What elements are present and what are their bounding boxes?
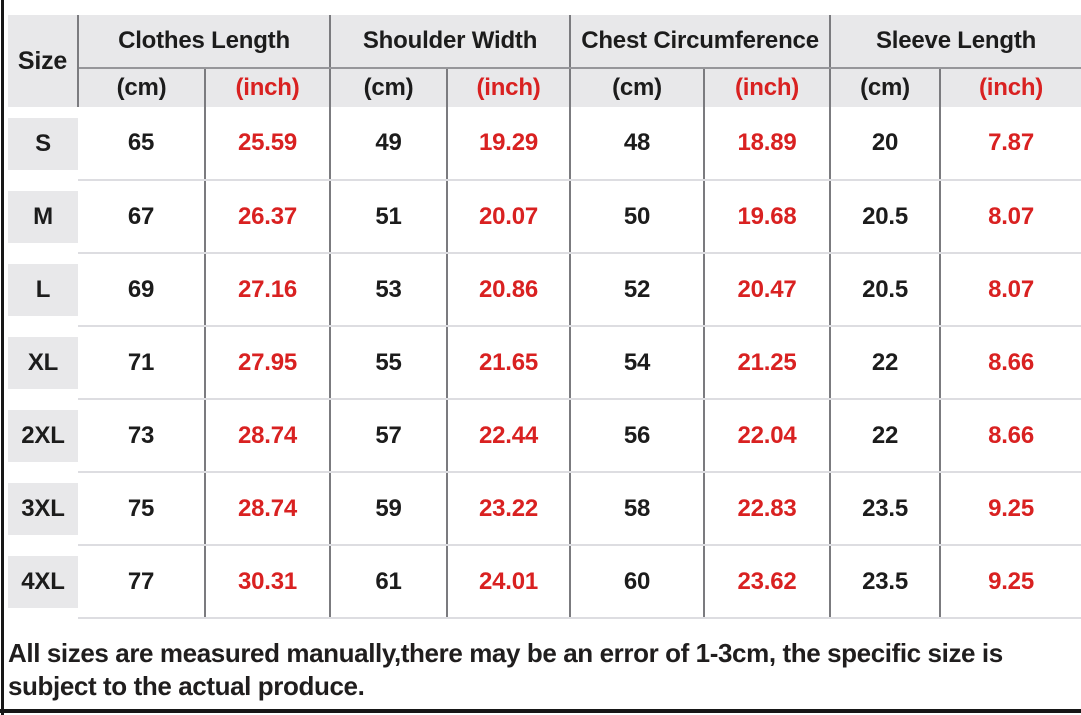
cell-clothes-length-cm: 65 <box>78 107 205 181</box>
size-label: 3XL <box>8 482 78 535</box>
cell-chest-circumference-cm: 60 <box>569 545 705 619</box>
cell-shoulder-width-cm: 59 <box>329 472 448 546</box>
group-header-clothes-length: Clothes Length <box>78 15 331 69</box>
cell-sleeve-length-inch: 9.25 <box>939 472 1081 546</box>
cell-chest-circumference-cm: 52 <box>569 253 705 327</box>
cell-shoulder-width-cm: 55 <box>329 326 448 400</box>
unit-clothes-length-inch: (inch) <box>203 68 331 107</box>
cell-clothes-length-inch: 26.37 <box>203 180 331 254</box>
cell-shoulder-width-inch: 20.86 <box>446 253 571 327</box>
cell-shoulder-width-inch: 22.44 <box>446 399 571 473</box>
cell-sleeve-length-cm: 20.5 <box>829 253 941 327</box>
cell-clothes-length-inch: 28.74 <box>203 472 331 546</box>
cell-sleeve-length-cm: 22 <box>829 399 941 473</box>
size-label: XL <box>8 336 78 389</box>
unit-clothes-length-cm: (cm) <box>78 68 205 107</box>
table-row: S 65 25.59 49 19.29 48 18.89 20 7.87 <box>8 107 1081 181</box>
cell-sleeve-length-inch: 8.66 <box>939 326 1081 400</box>
unit-shoulder-width-inch: (inch) <box>446 68 571 107</box>
cell-shoulder-width-inch: 23.22 <box>446 472 571 546</box>
cell-shoulder-width-cm: 53 <box>329 253 448 327</box>
cell-chest-circumference-inch: 21.25 <box>703 326 831 400</box>
table-row: 2XL 73 28.74 57 22.44 56 22.04 22 8.66 <box>8 399 1081 473</box>
cell-sleeve-length-cm: 20 <box>829 107 941 181</box>
cell-sleeve-length-inch: 9.25 <box>939 545 1081 619</box>
cell-chest-circumference-inch: 19.68 <box>703 180 831 254</box>
cell-sleeve-length-inch: 8.07 <box>939 180 1081 254</box>
cell-chest-circumference-cm: 54 <box>569 326 705 400</box>
unit-sleeve-length-cm: (cm) <box>829 68 941 107</box>
cell-clothes-length-cm: 69 <box>78 253 205 327</box>
cell-sleeve-length-inch: 8.07 <box>939 253 1081 327</box>
cell-shoulder-width-inch: 19.29 <box>446 107 571 181</box>
cell-chest-circumference-cm: 48 <box>569 107 705 181</box>
unit-chest-circumference-cm: (cm) <box>569 68 705 107</box>
cell-chest-circumference-cm: 56 <box>569 399 705 473</box>
table-row: XL 71 27.95 55 21.65 54 21.25 22 8.66 <box>8 326 1081 400</box>
table-row: L 69 27.16 53 20.86 52 20.47 20.5 8.07 <box>8 253 1081 327</box>
cell-chest-circumference-cm: 50 <box>569 180 705 254</box>
cell-sleeve-length-cm: 22 <box>829 326 941 400</box>
size-cell: M <box>8 180 78 253</box>
cell-clothes-length-inch: 27.95 <box>203 326 331 400</box>
size-label: L <box>8 263 78 316</box>
cell-clothes-length-cm: 71 <box>78 326 205 400</box>
cell-chest-circumference-inch: 23.62 <box>703 545 831 619</box>
cell-clothes-length-cm: 67 <box>78 180 205 254</box>
cell-shoulder-width-inch: 24.01 <box>446 545 571 619</box>
cell-chest-circumference-cm: 58 <box>569 472 705 546</box>
group-header-chest-circumference: Chest Circumference <box>569 15 831 69</box>
group-header-sleeve-length: Sleeve Length <box>829 15 1081 69</box>
size-cell: 4XL <box>8 545 78 618</box>
cell-shoulder-width-inch: 21.65 <box>446 326 571 400</box>
header-units-row: (cm) (inch) (cm) (inch) (cm) (inch) (cm)… <box>8 68 1081 107</box>
cell-clothes-length-cm: 77 <box>78 545 205 619</box>
cell-sleeve-length-cm: 23.5 <box>829 472 941 546</box>
cell-shoulder-width-inch: 20.07 <box>446 180 571 254</box>
cell-shoulder-width-cm: 61 <box>329 545 448 619</box>
table-row: 3XL 75 28.74 59 23.22 58 22.83 23.5 9.25 <box>8 472 1081 546</box>
cell-sleeve-length-inch: 7.87 <box>939 107 1081 181</box>
size-label: 4XL <box>8 555 78 608</box>
size-cell: XL <box>8 326 78 399</box>
cell-sleeve-length-cm: 20.5 <box>829 180 941 254</box>
cell-clothes-length-inch: 30.31 <box>203 545 331 619</box>
unit-chest-circumference-inch: (inch) <box>703 68 831 107</box>
cell-clothes-length-inch: 27.16 <box>203 253 331 327</box>
cell-clothes-length-cm: 75 <box>78 472 205 546</box>
cell-shoulder-width-cm: 57 <box>329 399 448 473</box>
cell-sleeve-length-cm: 23.5 <box>829 545 941 619</box>
size-label: 2XL <box>8 409 78 462</box>
group-header-shoulder-width: Shoulder Width <box>329 15 571 69</box>
table-row: 4XL 77 30.31 61 24.01 60 23.62 23.5 9.25 <box>8 545 1081 619</box>
page-left-border <box>1 0 4 715</box>
cell-clothes-length-inch: 25.59 <box>203 107 331 181</box>
unit-sleeve-length-inch: (inch) <box>939 68 1081 107</box>
cell-shoulder-width-cm: 49 <box>329 107 448 181</box>
cell-clothes-length-inch: 28.74 <box>203 399 331 473</box>
cell-shoulder-width-cm: 51 <box>329 180 448 254</box>
measurement-note: All sizes are measured manually,there ma… <box>8 638 1003 701</box>
size-chart-table: Size Clothes Length Shoulder Width Chest… <box>8 15 1081 619</box>
size-label: M <box>8 190 78 243</box>
size-cell: L <box>8 253 78 326</box>
header-group-row: Size Clothes Length Shoulder Width Chest… <box>8 15 1081 107</box>
table-row: M 67 26.37 51 20.07 50 19.68 20.5 8.07 <box>8 180 1081 254</box>
size-cell: 2XL <box>8 399 78 472</box>
size-cell: 3XL <box>8 472 78 545</box>
size-column-header: Size <box>8 15 79 107</box>
page-bottom-border <box>0 709 1081 713</box>
unit-shoulder-width-cm: (cm) <box>329 68 448 107</box>
cell-clothes-length-cm: 73 <box>78 399 205 473</box>
size-cell: S <box>8 107 78 180</box>
cell-chest-circumference-inch: 22.83 <box>703 472 831 546</box>
cell-sleeve-length-inch: 8.66 <box>939 399 1081 473</box>
cell-chest-circumference-inch: 20.47 <box>703 253 831 327</box>
cell-chest-circumference-inch: 18.89 <box>703 107 831 181</box>
size-label: S <box>8 117 78 170</box>
cell-chest-circumference-inch: 22.04 <box>703 399 831 473</box>
